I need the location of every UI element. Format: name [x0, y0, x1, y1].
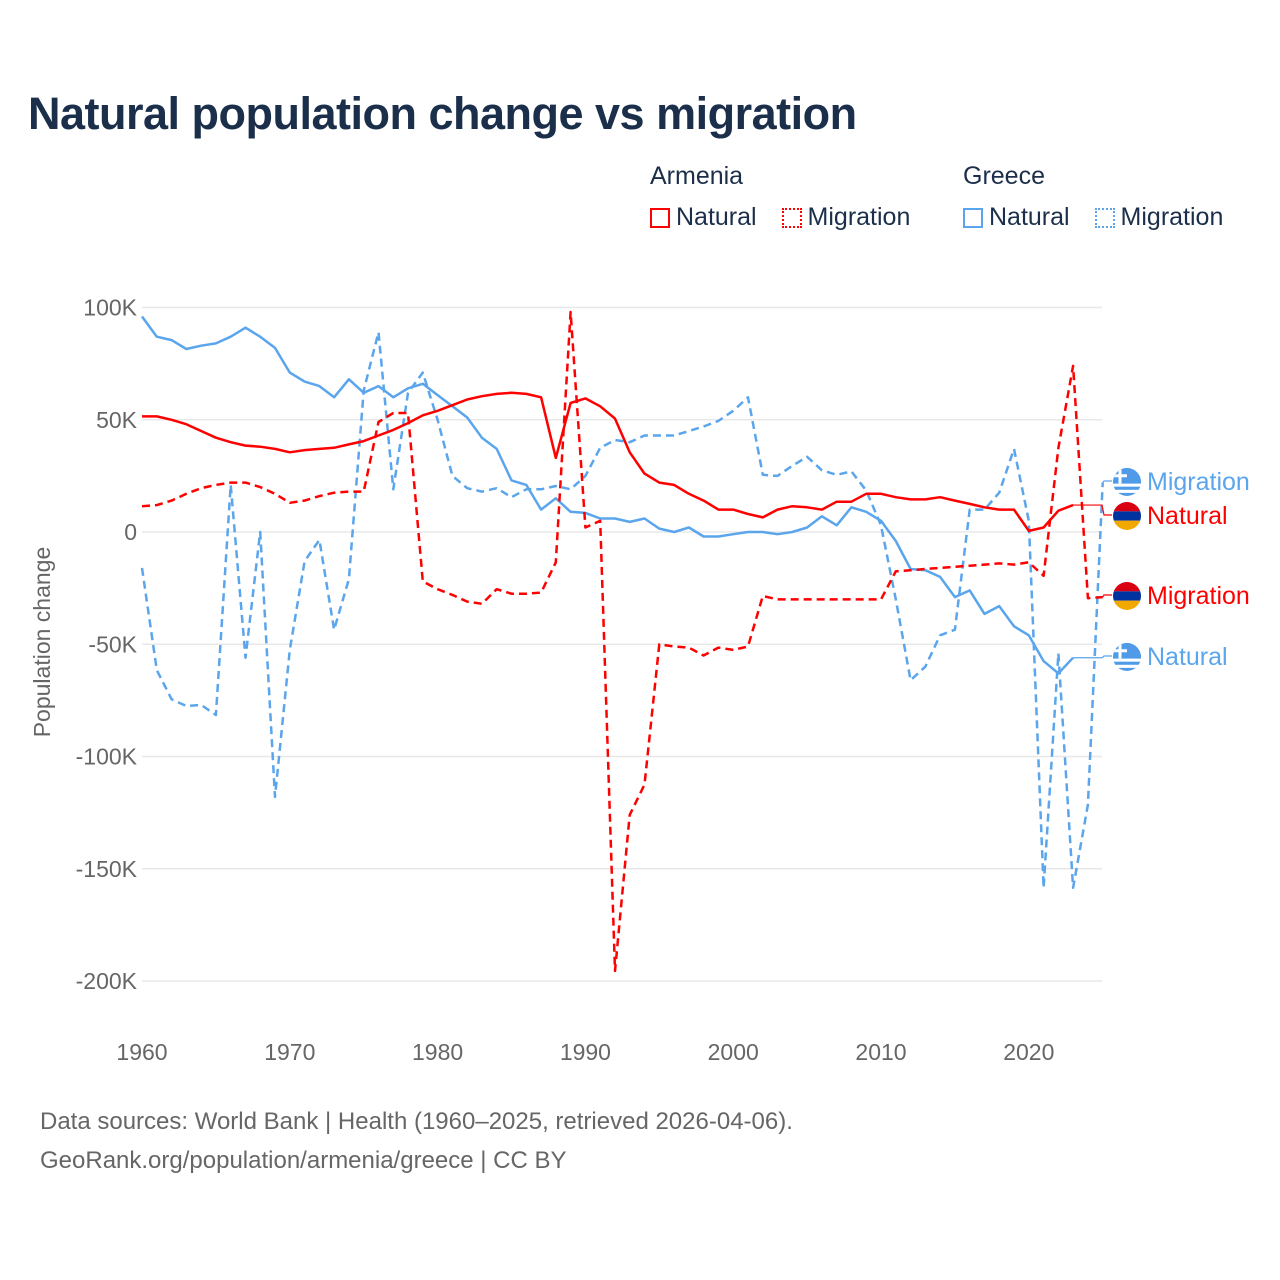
- legend-item-greece-natural[interactable]: Natural: [963, 203, 1070, 232]
- label-connector: [1073, 655, 1112, 659]
- legend-swatch: [1094, 207, 1115, 228]
- label-connector: [1102, 594, 1112, 598]
- x-tick-label: 2000: [708, 1039, 759, 1065]
- legend-group-name: Greece: [963, 162, 1045, 190]
- legend-swatch: [781, 207, 802, 228]
- y-tick-label: -200K: [76, 968, 138, 994]
- y-tick-label: 100K: [83, 295, 137, 321]
- x-tick-label: 1980: [412, 1039, 463, 1065]
- x-tick-label: 1970: [264, 1039, 315, 1065]
- y-axis-label: Population change: [29, 547, 55, 738]
- armenia-flag-icon: [1113, 582, 1141, 610]
- series-line-greece-natural: [140, 315, 1075, 675]
- x-tick-label: 1960: [116, 1039, 167, 1065]
- legend-label: Natural: [676, 203, 757, 231]
- series-line-greece-migration: [140, 330, 1104, 890]
- label-connector: [1073, 504, 1112, 516]
- greece-flag-icon: [1113, 468, 1141, 496]
- legend-swatch: [650, 207, 670, 228]
- y-tick-label: 50K: [96, 407, 138, 433]
- chart-title: Natural population change vs migration: [28, 88, 857, 139]
- end-label-greece-migration: Migration: [1147, 468, 1250, 496]
- x-tick-label: 2010: [855, 1039, 906, 1065]
- armenia-flag-icon: [1113, 502, 1141, 530]
- footer-link[interactable]: GeoRank.org/population/armenia/greece | …: [40, 1147, 567, 1174]
- legend-label: Migration: [1120, 203, 1224, 231]
- legend-label: Natural: [989, 203, 1070, 231]
- greece-flag-icon: [1113, 643, 1141, 671]
- footer-sources: Data sources: World Bank | Health (1960–…: [40, 1108, 793, 1135]
- legend-group-greece: Greece Natural Migration: [963, 162, 1223, 235]
- end-label-armenia-natural: Natural: [1147, 502, 1228, 530]
- legend-item-armenia-migration[interactable]: Migration: [781, 203, 911, 232]
- legend-swatch: [963, 207, 983, 228]
- x-tick-label: 1990: [560, 1039, 611, 1065]
- y-tick-label: -100K: [76, 744, 138, 770]
- y-tick-label: -50K: [88, 631, 137, 657]
- x-tick-label: 2020: [1003, 1039, 1054, 1065]
- legend-item-armenia-natural[interactable]: Natural: [650, 203, 757, 232]
- end-label-greece-natural: Natural: [1147, 643, 1228, 671]
- series-line-armenia-natural: [142, 391, 1074, 533]
- label-connector: [1102, 480, 1112, 483]
- legend-group-name: Armenia: [650, 162, 744, 190]
- end-label-armenia-migration: Migration: [1147, 582, 1250, 610]
- legend-item-greece-migration[interactable]: Migration: [1094, 203, 1224, 232]
- y-tick-label: 0: [124, 519, 137, 545]
- legend-group-armenia: Armenia Natural Migration: [650, 162, 928, 235]
- y-tick-label: -150K: [76, 856, 138, 882]
- series-line-armenia-migration: [141, 310, 1103, 973]
- legend-label: Migration: [807, 203, 911, 231]
